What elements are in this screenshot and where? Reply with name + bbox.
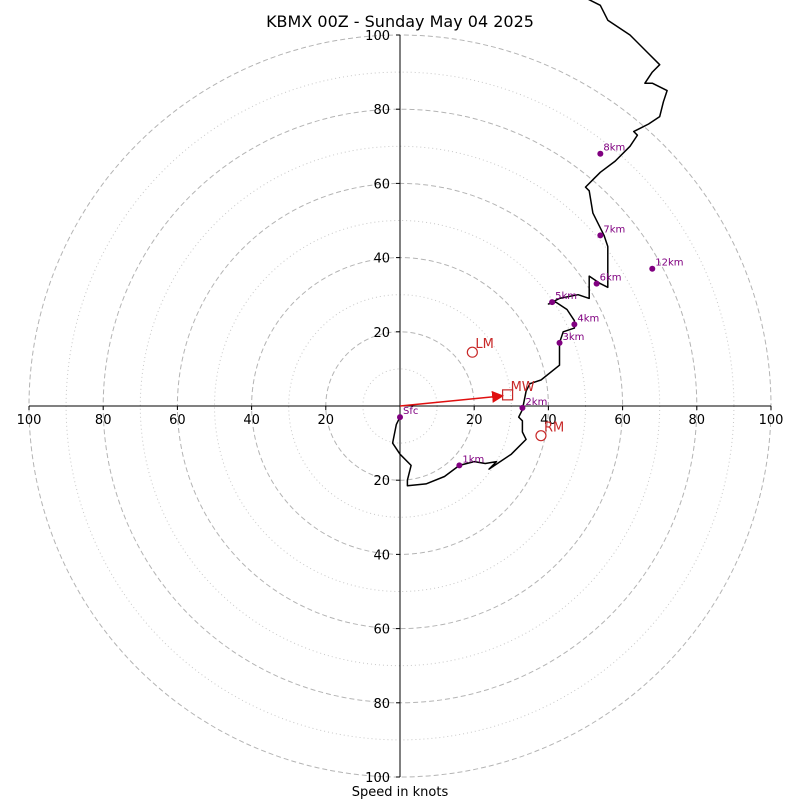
height-marker-dot (549, 299, 556, 306)
y-tick-label: 20 (373, 474, 390, 489)
x-tick-label: 100 (17, 413, 42, 428)
chart-title: KBMX 00Z - Sunday May 04 2025 (266, 12, 534, 31)
storm-motion-label: RM (544, 421, 564, 436)
height-marker-label: 2km (525, 397, 547, 408)
height-marker-label: 12km (655, 258, 683, 269)
height-marker-label: 3km (563, 332, 585, 343)
x-tick-label: 40 (243, 413, 260, 428)
height-marker-dot (649, 265, 656, 272)
wind-trace (391, 0, 668, 487)
height-marker-dot (519, 404, 526, 411)
height-marker-dot (597, 150, 604, 157)
height-marker-label: 4km (577, 313, 599, 324)
height-marker-label: 7km (603, 224, 625, 235)
x-tick-label: 80 (95, 413, 112, 428)
x-tick-label: 60 (169, 413, 186, 428)
x-tick-label: 40 (540, 413, 557, 428)
storm-motion-marker (466, 346, 478, 358)
mean-wind-arrow (399, 390, 505, 407)
height-marker-label: 6km (600, 273, 622, 284)
storm-motion-marker (501, 389, 514, 401)
x-axis-label: Speed in knots (352, 785, 449, 800)
storm-motion-marker (535, 430, 547, 442)
y-tick-label: 80 (373, 103, 390, 118)
height-marker-dot (456, 462, 463, 469)
y-tick-label: 40 (373, 548, 390, 563)
y-tick-label: 40 (373, 252, 390, 267)
x-tick-label: 20 (466, 413, 483, 428)
y-tick-label: 80 (373, 697, 390, 712)
x-tick-label: 60 (614, 413, 631, 428)
y-tick-label: 60 (373, 177, 390, 192)
height-marker-dot (597, 232, 604, 239)
axis-ticks: 100 80 60 40 20 20 40 60 80 100 100 80 60 40 20 20 40 60 8… (17, 29, 784, 786)
height-marker-label: 5km (555, 291, 577, 302)
y-tick-label: 20 (373, 326, 390, 341)
y-tick-label: 100 (365, 29, 390, 44)
height-marker-label: Sfc (403, 406, 418, 417)
x-tick-label: 80 (689, 413, 706, 428)
height-marker-label: 1km (462, 454, 484, 465)
height-marker-dot (397, 414, 403, 421)
hodograph-line (391, 0, 668, 487)
x-tick-label: 20 (318, 413, 335, 428)
height-marker-dot (556, 339, 563, 346)
storm-motion-label: LM (475, 337, 493, 352)
storm-motion-markers: LM RM MW (399, 337, 564, 442)
height-marker-label: 8km (603, 143, 625, 154)
height-marker-dot (571, 321, 578, 328)
storm-motion-label: MW (511, 380, 535, 395)
y-tick-label: 100 (365, 771, 390, 786)
y-tick-label: 60 (373, 623, 390, 638)
height-marker-dot (593, 280, 600, 287)
x-tick-label: 100 (759, 413, 784, 428)
